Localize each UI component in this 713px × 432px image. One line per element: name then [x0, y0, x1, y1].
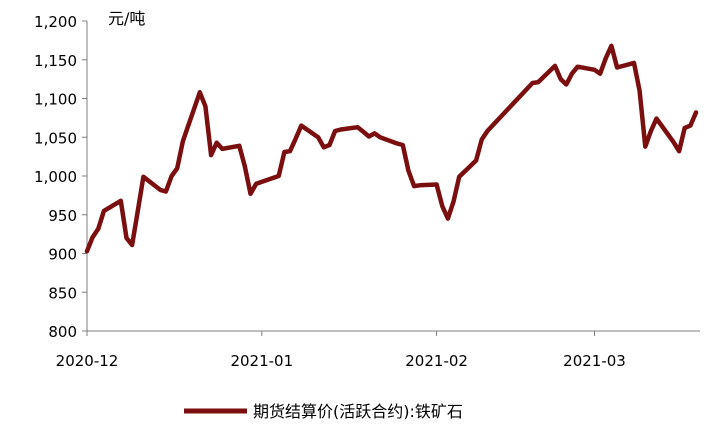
x-tick-label: 2021-01: [230, 352, 293, 370]
y-tick-label: 1,000: [34, 168, 77, 186]
y-tick-label: 1,100: [34, 91, 77, 109]
x-tick-label: 2021-03: [563, 352, 626, 370]
y-tick-label: 1,200: [34, 13, 77, 31]
x-tick-label: 2021-02: [405, 352, 468, 370]
y-unit-label: 元/吨: [108, 9, 145, 28]
y-tick-label: 1,050: [34, 129, 77, 147]
legend-label: 期货结算价(活跃合约):铁矿石: [253, 402, 463, 421]
y-axis: 800 850 900 950 1,000 1,050 1,100 1,150 1,200: [34, 13, 88, 341]
y-tick-label: 850: [48, 284, 77, 302]
y-tick-label: 1,150: [34, 52, 77, 70]
series-layer: [84, 43, 699, 254]
y-tick-label: 900: [48, 246, 77, 264]
x-tick-label: 2020-12: [56, 352, 119, 370]
y-tick-label: 950: [48, 207, 77, 225]
legend: 期货结算价(活跃合约):铁矿石: [184, 402, 463, 421]
series-line: [84, 43, 699, 254]
y-tick-label: 800: [48, 323, 77, 341]
x-axis: 2020-12 2021-01 2021-02 2021-03: [56, 330, 700, 370]
